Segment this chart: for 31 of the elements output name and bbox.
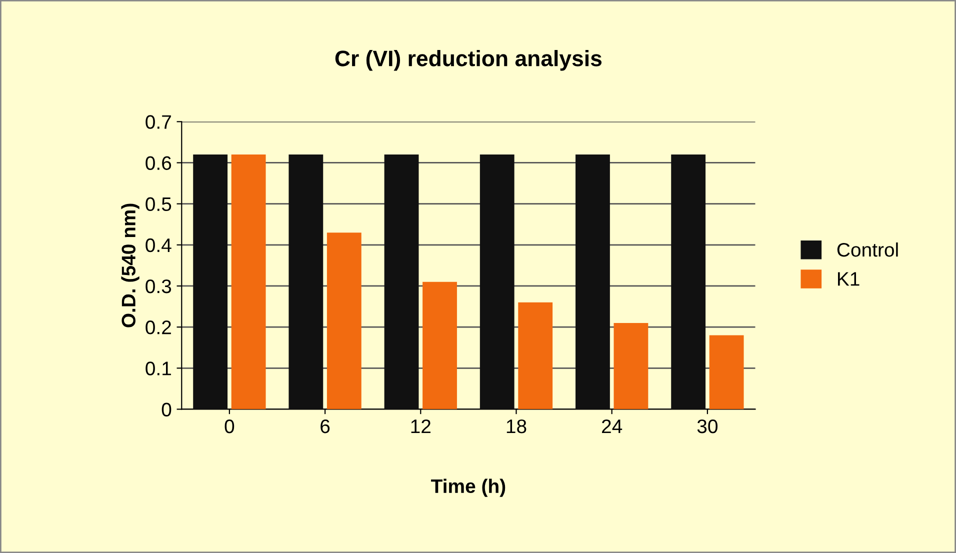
legend-label: Control	[837, 242, 898, 257]
y-axis-title: O.D. (540 nm)	[121, 204, 140, 328]
y-tick-label: 0.7	[146, 115, 171, 129]
bar	[422, 282, 457, 410]
bar	[709, 335, 744, 410]
bar	[288, 154, 324, 410]
y-tick-label: 0	[162, 402, 172, 416]
legend-label: K1	[838, 272, 860, 286]
x-tick-label: 18	[506, 419, 526, 434]
y-tick-label: 0.1	[146, 362, 171, 376]
bar	[326, 232, 362, 410]
x-tick-label: 6	[320, 419, 330, 434]
bar	[231, 154, 266, 410]
x-tick-label: 30	[697, 419, 718, 434]
y-tick-label: 0.6	[146, 156, 172, 170]
x-tick-label: 24	[602, 419, 622, 434]
y-tick-label: 0.5	[146, 197, 172, 212]
bar	[384, 154, 419, 410]
y-tick-label: 0.4	[146, 238, 172, 252]
bar	[614, 322, 648, 410]
bar	[193, 154, 228, 410]
y-tick-label: 0.2	[146, 320, 171, 334]
bar	[480, 154, 514, 410]
x-tick-label: 12	[411, 419, 430, 434]
y-tick-label: 0.3	[146, 279, 172, 294]
bar	[576, 154, 610, 410]
chart-title: Cr (VI) reduction analysis	[335, 50, 602, 71]
bar	[518, 302, 553, 410]
bar	[671, 154, 706, 410]
x-tick-label: 0	[224, 419, 234, 434]
x-axis-title: Time (h)	[431, 478, 506, 497]
